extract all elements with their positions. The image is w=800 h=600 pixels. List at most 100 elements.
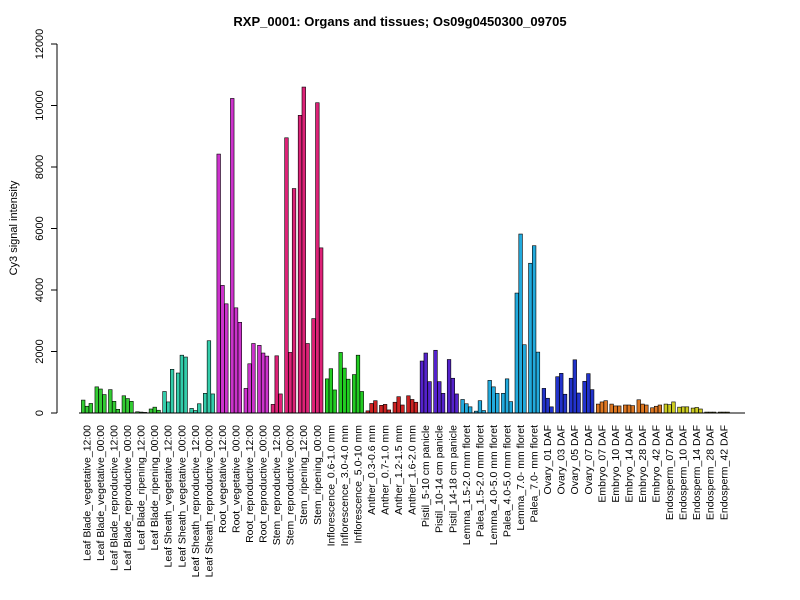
- y-tick-label: 12000: [34, 29, 46, 60]
- bar: [501, 393, 506, 414]
- bar: [595, 403, 601, 414]
- category-label: Stem_ripening_00:00: [312, 425, 324, 525]
- bar: [233, 307, 239, 414]
- bar: [81, 399, 86, 414]
- bar: [450, 377, 455, 414]
- category-label: Endosperm_07 DAF: [664, 425, 676, 520]
- bar: [203, 393, 208, 414]
- category-label: Stem_ripening_12:00: [298, 425, 310, 525]
- bar: [460, 399, 465, 414]
- bar: [183, 356, 188, 414]
- category-label: Root_vegetative_00:00: [230, 425, 242, 533]
- bar: [396, 396, 401, 414]
- bar: [528, 262, 533, 414]
- bar: [406, 395, 411, 414]
- bar: [504, 378, 510, 414]
- bar: [636, 399, 641, 414]
- category-label: Endosperm_10 DAF: [678, 425, 690, 520]
- bar: [603, 400, 608, 414]
- bar: [518, 233, 523, 414]
- bar: [346, 378, 351, 414]
- bar: [559, 373, 564, 414]
- category-label: Leaf Blade_ripening_00:00: [149, 425, 161, 551]
- bar: [319, 247, 324, 414]
- bar: [278, 393, 283, 414]
- category-label: Pistil_10-14 cm panicle: [434, 425, 446, 533]
- bar: [274, 355, 279, 414]
- bar: [477, 400, 483, 414]
- bar: [338, 352, 343, 414]
- bar: [491, 386, 496, 414]
- bar: [508, 401, 513, 414]
- bar: [129, 401, 134, 414]
- category-label: Endosperm_14 DAF: [691, 425, 703, 520]
- bar: [332, 389, 337, 414]
- bar: [541, 388, 546, 414]
- y-tick-label: 4000: [34, 278, 46, 302]
- bar: [352, 374, 357, 414]
- bar: [369, 403, 374, 414]
- bar: [264, 355, 270, 414]
- category-label: Embryo_07 DAF: [596, 425, 608, 503]
- bar: [94, 386, 99, 414]
- bar: [698, 408, 703, 414]
- category-label: Stem_reproductive_12:00: [271, 425, 283, 545]
- bar: [576, 392, 581, 414]
- bar: [261, 352, 266, 414]
- chart-title: RXP_0001: Organs and tissues; Os09g04503…: [233, 14, 566, 29]
- bar: [653, 405, 659, 414]
- category-label: Lemma_1.5-2.0 mm floret: [461, 425, 473, 545]
- category-label: Leaf Blade_reproductive_12:00: [109, 425, 121, 571]
- bar: [464, 403, 469, 414]
- category-labels: Leaf Blade_vegetative_12:00 Leaf Blade_ve…: [81, 425, 730, 578]
- bar: [291, 188, 297, 414]
- bar: [468, 406, 473, 414]
- bar: [613, 405, 618, 414]
- category-label: Root_reproductive_00:00: [258, 425, 270, 543]
- category-label: Anther_1.6-2.0 mm: [407, 425, 419, 515]
- bar: [650, 407, 655, 414]
- bar: [210, 393, 215, 414]
- bar: [535, 351, 541, 414]
- y-tick-label: 8000: [34, 155, 46, 179]
- category-label: Leaf Sheath_reproductive_00:00: [203, 425, 215, 578]
- bar: [115, 409, 120, 414]
- bar: [379, 405, 384, 414]
- bar: [582, 381, 587, 414]
- bar: [681, 406, 686, 414]
- bar: [590, 389, 595, 414]
- category-label: Embryo_42 DAF: [651, 425, 663, 503]
- category-label: Embryo_14 DAF: [623, 425, 635, 503]
- bar: [162, 391, 167, 414]
- bar: [690, 407, 696, 414]
- bar: [220, 285, 225, 414]
- bars: [81, 86, 730, 414]
- category-label: Palea_1.5-2.0 mm floret: [474, 425, 486, 537]
- bar: [549, 406, 554, 414]
- bar: [108, 389, 113, 414]
- bar: [121, 395, 126, 414]
- bar: [88, 403, 93, 414]
- category-label: Leaf Sheath_reproductive_12:00: [190, 425, 202, 578]
- bar: [392, 401, 397, 414]
- category-label: Stem_reproductive_00:00: [285, 425, 297, 545]
- bar: [197, 403, 202, 414]
- category-label: Leaf Blade_ripening_12:00: [136, 425, 148, 551]
- y-axis-label: Cy3 signal intensity: [8, 180, 20, 275]
- bar: [257, 345, 262, 414]
- category-label: Root_vegetative_12:00: [217, 425, 229, 533]
- category-label: Leaf Sheath_vegetative_00:00: [176, 425, 188, 568]
- bar: [694, 407, 699, 414]
- bar: [400, 404, 405, 414]
- bar: [175, 372, 181, 414]
- category-label: Ovary_05 DAF: [569, 425, 581, 494]
- bar: [609, 403, 614, 414]
- category-label: Palea_7.0- mm floret: [529, 425, 541, 523]
- bar: [247, 363, 252, 414]
- bar: [84, 405, 90, 414]
- category-label: Ovary_01 DAF: [542, 425, 554, 494]
- bar: [98, 388, 103, 414]
- bar: [125, 398, 130, 414]
- bar: [315, 102, 320, 414]
